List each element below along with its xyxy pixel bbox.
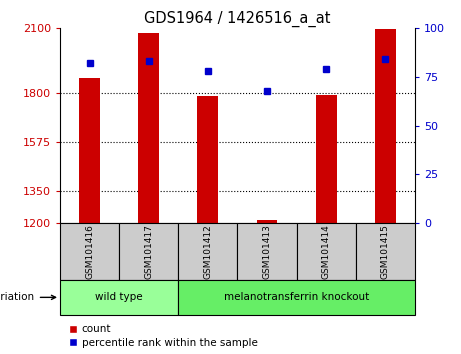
Bar	[178, 223, 237, 280]
Text: GSM101412: GSM101412	[203, 224, 213, 279]
Title: GDS1964 / 1426516_a_at: GDS1964 / 1426516_a_at	[144, 11, 331, 27]
Bar	[60, 223, 119, 280]
Bar	[237, 223, 296, 280]
Text: melanotransferrin knockout: melanotransferrin knockout	[224, 292, 369, 302]
Bar	[257, 220, 278, 223]
Bar	[296, 223, 356, 280]
Bar	[178, 280, 415, 315]
Text: wild type: wild type	[95, 292, 143, 302]
Bar	[375, 29, 396, 223]
Bar	[119, 223, 178, 280]
Bar	[356, 223, 415, 280]
Text: GSM101417: GSM101417	[144, 224, 153, 279]
Text: GSM101414: GSM101414	[322, 224, 331, 279]
Bar	[197, 97, 218, 223]
Bar	[79, 78, 100, 223]
Bar	[316, 95, 337, 223]
Legend: count, percentile rank within the sample: count, percentile rank within the sample	[65, 320, 262, 352]
Text: genotype/variation: genotype/variation	[0, 292, 56, 302]
Bar	[138, 33, 159, 223]
Bar	[60, 280, 178, 315]
Text: GSM101415: GSM101415	[381, 224, 390, 279]
Text: GSM101413: GSM101413	[262, 224, 272, 279]
Text: GSM101416: GSM101416	[85, 224, 94, 279]
